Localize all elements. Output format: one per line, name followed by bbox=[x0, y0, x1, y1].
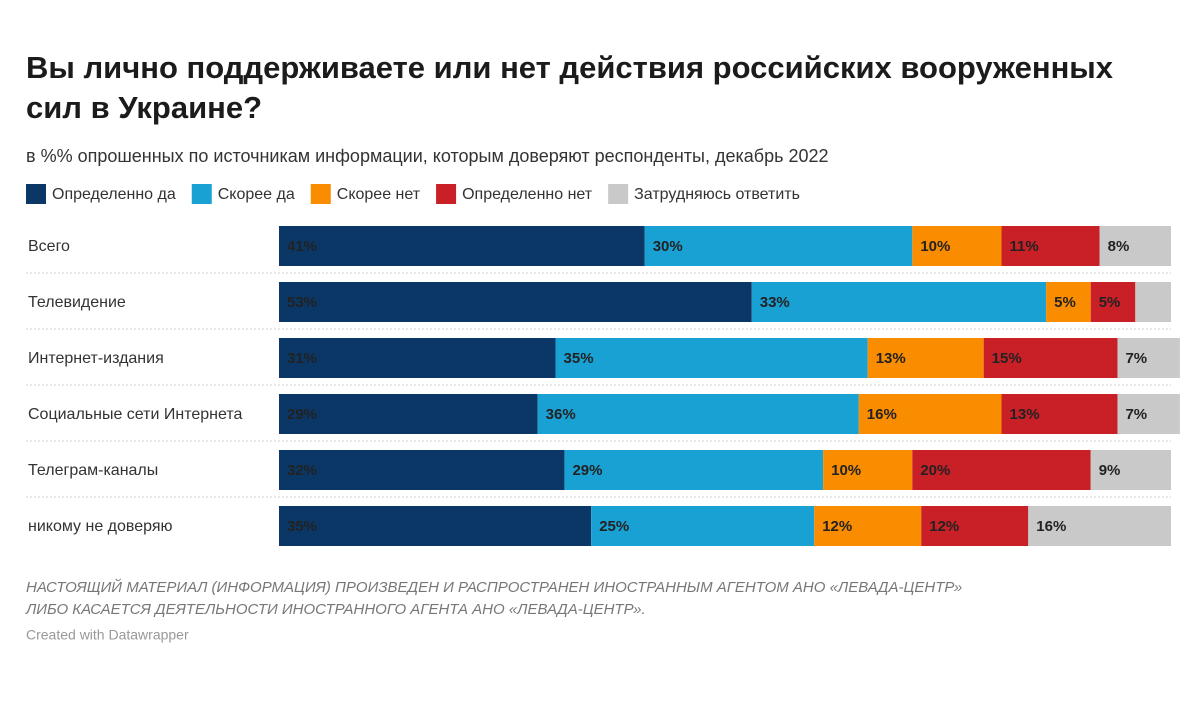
bar-segment bbox=[1099, 226, 1171, 266]
bar-segment bbox=[1046, 282, 1091, 322]
value-label: 32% bbox=[287, 462, 317, 479]
chart-title: Вы лично поддерживаете или нет действия … bbox=[26, 50, 1114, 85]
bar-segment bbox=[1117, 394, 1180, 434]
value-label: 12% bbox=[929, 518, 959, 535]
bar-segment bbox=[1090, 282, 1136, 322]
bar-segment bbox=[555, 338, 868, 378]
legend-label: Скорее нет bbox=[337, 186, 421, 203]
bar-segment bbox=[564, 450, 824, 490]
value-label: 10% bbox=[831, 462, 861, 479]
value-label: 16% bbox=[867, 406, 897, 423]
value-label: 36% bbox=[546, 406, 576, 423]
bar-segment bbox=[751, 282, 1047, 322]
legend-label: Определенно нет bbox=[462, 186, 593, 203]
category-label: Интернет-издания bbox=[28, 350, 164, 367]
value-label: 13% bbox=[876, 350, 906, 367]
value-label: 53% bbox=[287, 294, 317, 311]
bar-segment bbox=[279, 282, 752, 322]
bar-segment bbox=[279, 506, 592, 546]
legend-swatch bbox=[26, 184, 46, 204]
value-label: 11% bbox=[1010, 238, 1039, 255]
legend-label: Определенно да bbox=[52, 186, 176, 203]
bar-segment bbox=[279, 394, 538, 434]
value-label: 15% bbox=[992, 350, 1022, 367]
category-label: никому не доверяю bbox=[28, 518, 173, 535]
bar-segment bbox=[1090, 450, 1171, 490]
value-label: 33% bbox=[760, 294, 790, 311]
bar-segment bbox=[279, 338, 556, 378]
bar-segment bbox=[1028, 506, 1171, 546]
note: ЛИБО КАСАЕТСЯ ДЕЯТЕЛЬНОСТИ ИНОСТРАННОГО … bbox=[25, 601, 646, 618]
chart-subtitle: в %% опрошенных по источникам информации… bbox=[26, 146, 829, 166]
bar-segment bbox=[1117, 338, 1180, 378]
bar-segment bbox=[921, 506, 1029, 546]
bar-segment bbox=[912, 450, 1091, 490]
category-label: Телевидение bbox=[28, 294, 126, 311]
value-label: 20% bbox=[920, 462, 950, 479]
legend-swatch bbox=[608, 184, 629, 204]
value-label: 35% bbox=[564, 350, 594, 367]
value-label: 12% bbox=[822, 518, 852, 535]
chart-title: сил в Украине? bbox=[26, 90, 262, 125]
value-label: 35% bbox=[287, 518, 317, 535]
legend-label: Скорее да bbox=[218, 186, 295, 203]
bar-segment bbox=[644, 226, 913, 266]
bar-segment bbox=[867, 338, 984, 378]
value-label: 41% bbox=[287, 238, 317, 255]
category-label: Социальные сети Интернета bbox=[28, 406, 243, 423]
value-label: 30% bbox=[653, 238, 683, 255]
legend-label: Затрудняюсь ответить bbox=[634, 186, 800, 203]
value-label: 31% bbox=[287, 350, 317, 367]
bar-segment bbox=[591, 506, 815, 546]
bar-segment bbox=[279, 450, 565, 490]
value-label: 9% bbox=[1099, 462, 1121, 479]
value-label: 16% bbox=[1036, 518, 1066, 535]
value-label: 8% bbox=[1108, 238, 1130, 255]
bar-segment bbox=[537, 394, 859, 434]
bar-segment bbox=[814, 506, 922, 546]
bar-segment bbox=[1001, 394, 1118, 434]
bar-segment bbox=[983, 338, 1118, 378]
category-label: Телеграм-каналы bbox=[28, 462, 158, 479]
legend-swatch bbox=[310, 184, 331, 204]
value-label: 10% bbox=[920, 238, 950, 255]
category-label: Всего bbox=[28, 238, 70, 255]
value-label: 13% bbox=[1010, 406, 1040, 423]
note: НАСТОЯЩИЙ МАТЕРИАЛ (ИНФОРМАЦИЯ) ПРОИЗВЕД… bbox=[26, 578, 962, 596]
value-label: 25% bbox=[599, 518, 629, 535]
value-label: 7% bbox=[1125, 406, 1147, 423]
value-label: 29% bbox=[287, 406, 317, 423]
legend-swatch bbox=[191, 184, 212, 204]
value-label: 7% bbox=[1125, 350, 1147, 367]
value-label: 5% bbox=[1054, 294, 1076, 311]
value-label: 29% bbox=[572, 462, 602, 479]
bar-segment bbox=[1135, 282, 1171, 322]
legend-swatch bbox=[436, 184, 457, 204]
bar-segment bbox=[823, 450, 913, 490]
value-label: 5% bbox=[1099, 294, 1121, 311]
bar-segment bbox=[858, 394, 1002, 434]
bar-segment bbox=[1001, 226, 1100, 266]
credit: Created with Datawrapper bbox=[26, 627, 189, 643]
bar-segment bbox=[279, 226, 645, 266]
bar-segment bbox=[912, 226, 1002, 266]
